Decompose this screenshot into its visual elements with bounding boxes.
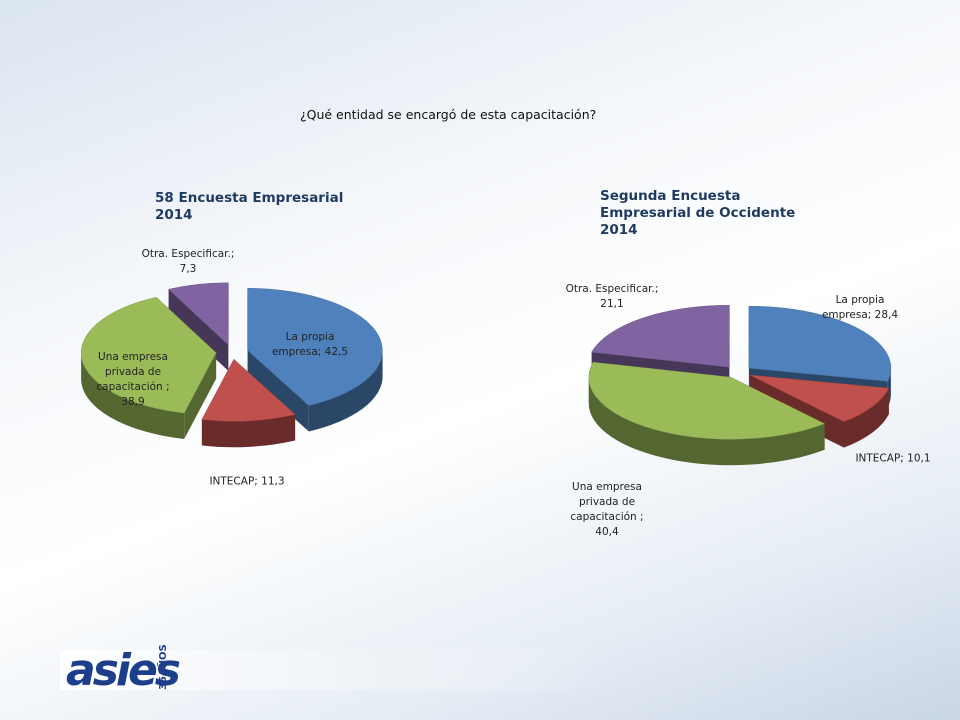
slice-category: INTECAP; <box>209 475 258 488</box>
slice-category: Una empresa privada de capacitación ; <box>96 351 170 393</box>
slide-title: ¿Qué entidad se encargó de esta capacita… <box>300 107 597 122</box>
chart-title: 58 Encuesta Empresarial 2014 <box>155 190 344 223</box>
pie-slice <box>201 358 296 422</box>
slice-depth <box>247 350 309 432</box>
logo-bar <box>60 650 605 690</box>
pie-slice <box>588 361 826 440</box>
pie-slice <box>247 288 383 406</box>
slice-depth <box>81 352 185 439</box>
data-label: INTECAP; 11,3 <box>199 475 295 490</box>
slice-depth <box>308 350 383 432</box>
data-label: La propia empresa; 28,4 <box>812 293 908 323</box>
slice-value: 40,4 <box>595 526 619 538</box>
slice-category: Otra. Especificar.; <box>565 283 659 295</box>
slice-category: Una empresa privada de capacitación ; <box>570 481 644 523</box>
data-label: INTECAP; 10,1 <box>845 452 941 467</box>
data-label: Otra. Especificar.; 21,1 <box>564 282 660 312</box>
data-label: Otra. Especificar.; 7,3 <box>140 247 236 277</box>
pie-slice <box>748 305 892 382</box>
slice-category: La propia empresa; <box>271 331 335 358</box>
slice-depth <box>201 414 296 448</box>
logo-badge: 35AÑOS <box>158 644 169 690</box>
data-label: Una empresa privada de capacitación ; 40… <box>559 480 655 540</box>
logo: asies <box>66 645 181 696</box>
slice-depth <box>844 388 889 448</box>
pie-slice <box>168 282 229 346</box>
slice-value: 10,1 <box>907 452 931 465</box>
slice-value: 11,3 <box>261 475 285 488</box>
pie-slice <box>749 374 890 422</box>
pie-slice <box>80 296 217 414</box>
chart-title: Segunda Encuesta Empresarial de Occident… <box>600 188 796 238</box>
slice-category: Otra. Especificar.; <box>141 248 235 260</box>
slice-depth <box>588 377 825 466</box>
slice-category: INTECAP; <box>855 452 904 465</box>
slice-depth <box>184 352 217 439</box>
slice-category: La propia empresa; <box>821 294 885 321</box>
data-label: La propia empresa; 42,5 <box>262 330 358 360</box>
slice-value: 38,9 <box>121 396 145 408</box>
pie-slice <box>591 304 730 368</box>
data-label: Una empresa privada de capacitación ; 38… <box>85 350 181 410</box>
slice-value: 7,3 <box>179 263 197 275</box>
slice-value: 21,1 <box>600 298 624 310</box>
slice-value: 42,5 <box>324 346 349 358</box>
slice-value: 28,4 <box>874 309 899 321</box>
